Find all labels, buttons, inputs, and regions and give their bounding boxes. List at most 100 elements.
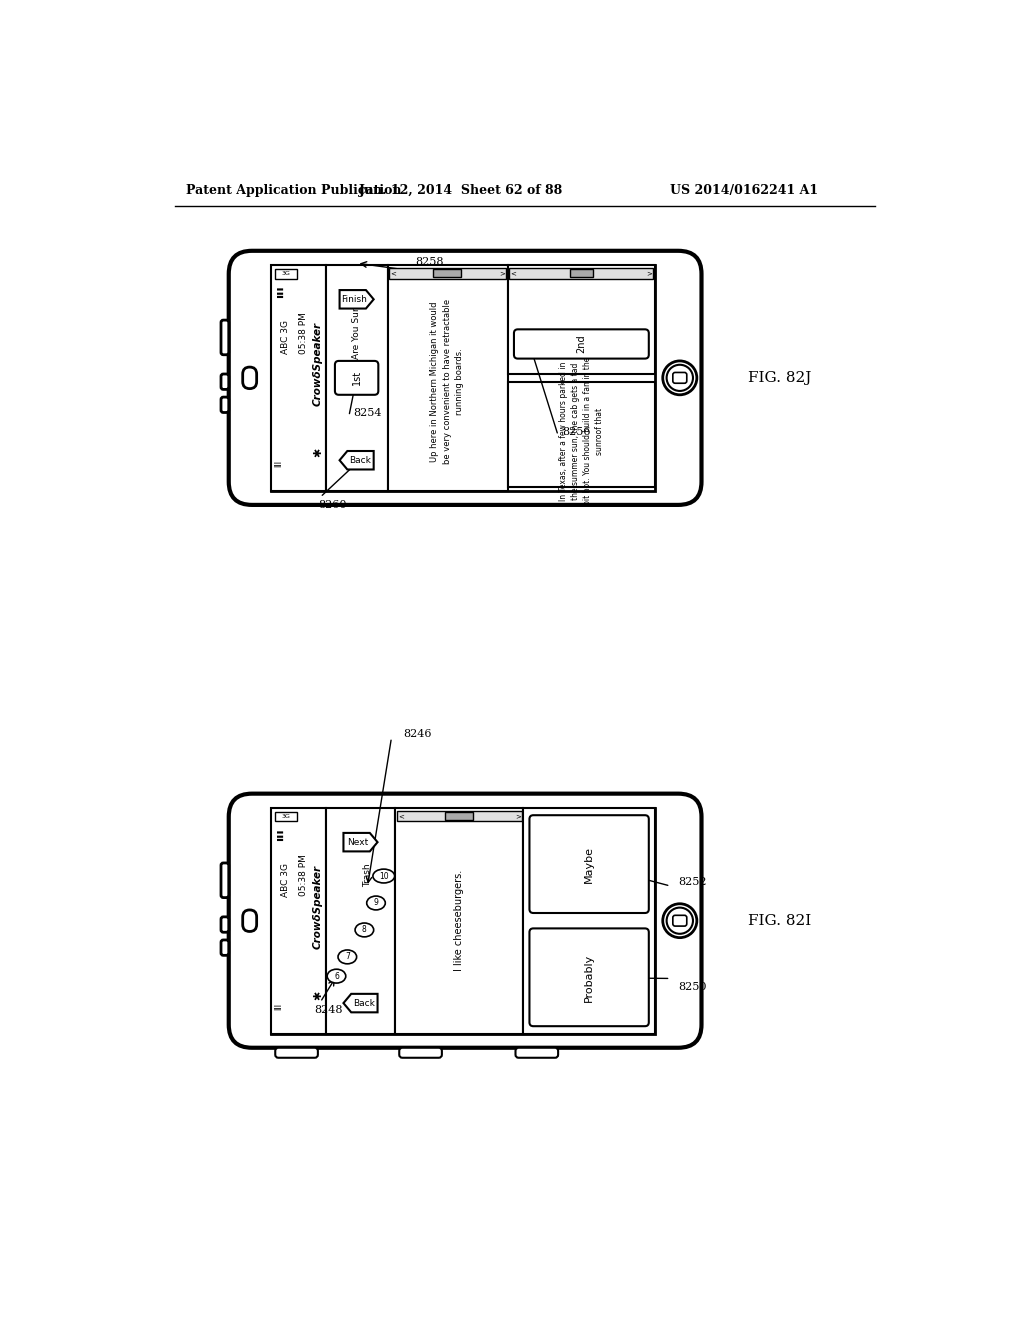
Ellipse shape (338, 950, 356, 964)
Text: Are You Sure?: Are You Sure? (352, 297, 361, 359)
Text: 8256: 8256 (562, 426, 591, 437)
Text: <: < (398, 813, 403, 818)
Text: ABC 3G: ABC 3G (281, 321, 290, 354)
Ellipse shape (367, 896, 385, 909)
Text: Back: Back (352, 999, 375, 1007)
Text: Back: Back (349, 455, 371, 465)
Bar (275, 812, 297, 821)
Circle shape (667, 364, 693, 391)
Text: 9: 9 (374, 899, 379, 907)
FancyBboxPatch shape (221, 917, 228, 932)
Text: lll: lll (274, 1003, 284, 1010)
Polygon shape (340, 290, 374, 309)
Polygon shape (340, 451, 374, 470)
Text: 8246: 8246 (403, 730, 432, 739)
Bar (509, 268, 653, 279)
Text: Up here in Northern Michigan it would
be very convenient to have retractable
run: Up here in Northern Michigan it would be… (430, 300, 464, 465)
FancyBboxPatch shape (221, 863, 228, 898)
Text: 8260: 8260 (317, 500, 346, 511)
FancyBboxPatch shape (221, 321, 228, 355)
Text: 05:38 PM: 05:38 PM (299, 854, 308, 896)
FancyBboxPatch shape (228, 793, 701, 1048)
Text: <: < (510, 271, 516, 276)
FancyBboxPatch shape (514, 330, 649, 359)
Text: ▌▌▌: ▌▌▌ (278, 828, 284, 841)
FancyBboxPatch shape (529, 816, 649, 913)
FancyBboxPatch shape (221, 397, 228, 412)
Bar (569, 269, 593, 277)
Bar (271, 808, 326, 1034)
Bar (445, 812, 473, 820)
Text: In Texas, after a few hours parked in
the summer sun, the cab gets a tad
bit hot: In Texas, after a few hours parked in th… (559, 356, 603, 506)
Bar (271, 265, 326, 491)
Ellipse shape (355, 923, 374, 937)
Circle shape (663, 904, 697, 937)
Bar (275, 269, 297, 279)
Text: 3G: 3G (282, 814, 291, 820)
Text: 7: 7 (345, 953, 350, 961)
Text: US 2014/0162241 A1: US 2014/0162241 A1 (671, 185, 818, 197)
Circle shape (663, 360, 697, 395)
Text: Finish: Finish (341, 294, 368, 304)
Ellipse shape (328, 969, 346, 983)
FancyBboxPatch shape (221, 940, 228, 956)
Ellipse shape (373, 869, 394, 883)
FancyBboxPatch shape (399, 1048, 442, 1057)
Text: 6: 6 (334, 972, 339, 981)
Polygon shape (343, 994, 378, 1012)
FancyBboxPatch shape (243, 367, 257, 388)
FancyBboxPatch shape (515, 1048, 558, 1057)
Text: Jun. 12, 2014  Sheet 62 of 88: Jun. 12, 2014 Sheet 62 of 88 (359, 185, 563, 197)
Text: 8250: 8250 (678, 982, 707, 993)
FancyBboxPatch shape (673, 372, 687, 383)
Text: FIG. 82I: FIG. 82I (748, 913, 811, 928)
Text: 8258: 8258 (415, 257, 443, 268)
Text: CrowẟSpeaker: CrowẟSpeaker (313, 322, 323, 407)
Bar (508, 381, 655, 487)
Bar (271, 808, 655, 1034)
FancyBboxPatch shape (673, 915, 687, 927)
Text: I like cheeseburgers.: I like cheeseburgers. (454, 870, 464, 972)
Bar (326, 265, 388, 491)
Text: <: < (390, 271, 396, 276)
FancyBboxPatch shape (228, 251, 701, 506)
FancyBboxPatch shape (221, 374, 228, 389)
Text: 05:38 PM: 05:38 PM (299, 312, 308, 354)
FancyBboxPatch shape (335, 360, 378, 395)
Text: >: > (646, 271, 652, 276)
Bar (433, 269, 461, 277)
Text: CrowẟSpeaker: CrowẟSpeaker (313, 865, 323, 949)
Text: ▌▌▌: ▌▌▌ (278, 285, 284, 298)
Text: 1st: 1st (351, 371, 361, 385)
Text: lll: lll (274, 461, 284, 467)
FancyBboxPatch shape (275, 1048, 317, 1057)
Text: Patent Application Publication: Patent Application Publication (186, 185, 401, 197)
Text: 8: 8 (362, 925, 367, 935)
Text: Probably: Probably (584, 953, 594, 1002)
FancyBboxPatch shape (243, 909, 257, 932)
Bar (397, 810, 521, 821)
Text: 3G: 3G (282, 272, 291, 276)
Text: ✱: ✱ (313, 991, 323, 1001)
Text: 8252: 8252 (678, 878, 707, 887)
Text: ABC 3G: ABC 3G (281, 863, 290, 898)
Bar (326, 808, 395, 1034)
Text: >: > (515, 813, 521, 818)
Polygon shape (343, 833, 378, 851)
Circle shape (667, 908, 693, 933)
Bar (508, 264, 655, 374)
Text: Maybe: Maybe (584, 846, 594, 883)
Text: ✱: ✱ (313, 447, 323, 457)
Text: 10: 10 (379, 871, 388, 880)
FancyBboxPatch shape (529, 928, 649, 1026)
Bar (388, 265, 508, 491)
Bar (271, 265, 655, 491)
Bar (523, 808, 655, 1034)
Text: 8254: 8254 (352, 408, 381, 417)
Text: Next: Next (347, 838, 369, 846)
Bar (389, 268, 506, 279)
Text: 8248: 8248 (314, 1006, 342, 1015)
Text: Trash: Trash (362, 863, 372, 887)
Text: FIG. 82J: FIG. 82J (748, 371, 811, 385)
Text: 2nd: 2nd (577, 335, 587, 354)
